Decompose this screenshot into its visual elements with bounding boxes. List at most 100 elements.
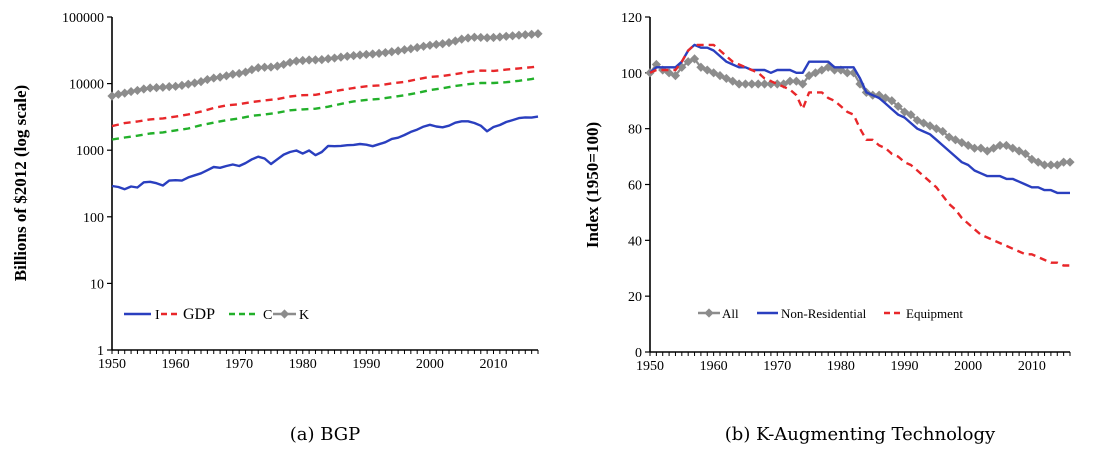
- data-point-all: [989, 143, 999, 153]
- data-point-all: [734, 79, 744, 89]
- data-point-all: [772, 79, 782, 89]
- data-point-all: [842, 68, 852, 78]
- data-point-all: [1046, 160, 1056, 170]
- series-gdp: [111, 65, 539, 128]
- data-point-k: [139, 84, 149, 94]
- data-point-all: [804, 71, 814, 81]
- data-point-k: [438, 39, 448, 49]
- data-point-k: [228, 69, 238, 79]
- data-point-all: [849, 68, 859, 78]
- data-point-all: [969, 143, 980, 153]
- data-point-k: [329, 53, 340, 63]
- data-point-k: [342, 51, 352, 61]
- series-line-equipment: [649, 43, 1070, 267]
- data-point-all: [766, 79, 776, 89]
- data-point-all: [1014, 146, 1024, 156]
- data-point-k: [469, 32, 480, 42]
- data-point-k: [425, 40, 435, 50]
- data-point-k: [272, 61, 282, 71]
- data-point-k: [488, 32, 499, 43]
- data-point-k: [253, 63, 263, 73]
- data-point-k: [482, 33, 492, 43]
- data-point-k: [431, 39, 441, 50]
- legend-item-non-residential: Non-Residential: [757, 306, 867, 321]
- data-point-k: [177, 80, 187, 90]
- data-point-k: [145, 83, 155, 93]
- y-tick-label: 10: [90, 277, 104, 292]
- data-point-all: [677, 62, 687, 72]
- data-point-k: [190, 78, 200, 88]
- data-point-k: [170, 81, 181, 91]
- data-point-k: [259, 62, 270, 72]
- chart-panel-k-augmenting-technology: 0 20 40 60 80 100 120 1950 1960 1970 1980 1990 2000 2…: [583, 11, 1075, 445]
- data-point-k: [151, 83, 162, 93]
- data-point-k: [304, 55, 314, 65]
- data-point-k: [323, 54, 333, 64]
- x-tick-label: 1950: [98, 357, 126, 372]
- data-point-all: [893, 101, 903, 111]
- data-point-all: [938, 126, 948, 137]
- x-tick-label: 1970: [763, 359, 791, 374]
- data-point-all: [1065, 157, 1075, 167]
- legend-item-all: All: [698, 306, 739, 321]
- data-point-k: [514, 30, 524, 40]
- data-point-k: [132, 85, 143, 96]
- data-point-all: [779, 79, 789, 89]
- series-i: [111, 115, 539, 191]
- data-point-all: [1052, 160, 1062, 170]
- y-tick-label: 10000: [69, 78, 104, 93]
- data-point-all: [740, 79, 751, 89]
- data-point-k: [291, 56, 301, 66]
- data-point-k: [202, 74, 212, 85]
- legend-marker-all: [704, 308, 714, 318]
- data-point-all: [944, 132, 954, 142]
- data-point-k: [126, 86, 136, 97]
- data-point-k: [158, 82, 168, 92]
- series-c: [111, 76, 539, 141]
- series-line-gdp: [111, 65, 539, 128]
- data-point-k: [310, 55, 321, 65]
- chart-panel-bgp: 1 10 100 1000 10000 100000 1950 1960 1970 1980 199…: [11, 11, 543, 445]
- x-tick-label: 1970: [225, 357, 253, 372]
- data-point-k: [368, 49, 378, 59]
- legend-item-k: K: [273, 308, 309, 323]
- data-point-k: [336, 52, 346, 62]
- figure-caption: (b) K-Augmenting Technology: [725, 424, 996, 445]
- data-point-k: [463, 33, 473, 43]
- data-point-k: [444, 38, 454, 48]
- y-tick-label: 40: [628, 234, 642, 249]
- legend-item-i: I: [124, 308, 160, 323]
- data-point-k: [450, 36, 460, 46]
- y-axis-label: Index (1950=100): [583, 122, 602, 248]
- data-point-all: [709, 68, 719, 78]
- data-point-k: [209, 73, 219, 83]
- legend-label-non-residential: Non-Residential: [781, 306, 867, 321]
- data-point-k: [355, 50, 365, 60]
- data-point-k: [476, 32, 486, 43]
- figure-caption: (a) BGP: [290, 424, 361, 445]
- data-point-k: [406, 44, 416, 54]
- data-point-k: [374, 48, 384, 59]
- data-point-all: [689, 54, 700, 64]
- data-point-k: [221, 71, 232, 81]
- data-point-all: [823, 62, 833, 72]
- data-point-k: [457, 34, 467, 44]
- data-point-k: [240, 67, 251, 77]
- x-tick-label: 2000: [416, 357, 444, 372]
- data-point-all: [759, 79, 770, 89]
- legend-item-gdp: GDP: [161, 306, 215, 323]
- x-tick-label: 1980: [827, 359, 855, 374]
- data-point-all: [785, 76, 795, 86]
- data-point-all: [855, 79, 865, 89]
- data-point-k: [533, 29, 543, 39]
- data-point-all: [912, 115, 922, 125]
- series-k: [107, 29, 543, 101]
- data-point-all: [810, 68, 821, 78]
- data-point-all: [798, 79, 808, 89]
- legend-label-all: All: [722, 306, 739, 321]
- data-point-k: [527, 29, 537, 39]
- y-tick-label: 100000: [62, 11, 104, 26]
- y-tick-label: 80: [628, 123, 642, 138]
- data-point-k: [387, 47, 397, 57]
